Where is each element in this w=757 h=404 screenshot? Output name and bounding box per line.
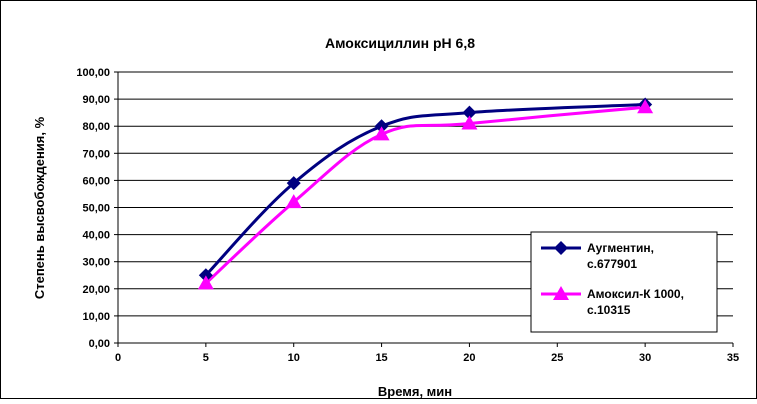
data-point-series-1	[286, 176, 301, 191]
data-point-series-2	[373, 126, 390, 141]
data-point-series-2	[461, 115, 478, 130]
legend-marker-1	[554, 241, 568, 255]
plot-area: 0,00 10,00 20,00 30,00 40,00 50,00 60,00 70,00 8…	[76, 67, 739, 364]
x-tick-label: 5	[203, 352, 209, 364]
x-tick-label: 10	[288, 352, 300, 364]
y-tick-label: 40,00	[82, 230, 110, 242]
y-tick-label: 50,00	[82, 203, 110, 215]
data-point-series-1	[198, 268, 213, 283]
data-point-series-2	[197, 275, 214, 290]
legend-label-2: Амоксил-К 1000, с.10315	[587, 287, 684, 317]
legend-label-1: Аугментин, с.677901	[587, 241, 654, 271]
data-point-series-2	[637, 99, 654, 114]
y-tick-label: 20,00	[82, 284, 110, 296]
x-tick-label: 35	[727, 352, 739, 364]
y-tick-label: 10,00	[82, 311, 110, 323]
y-tick-label: 90,00	[82, 94, 110, 106]
legend: Аугментин, с.677901 Амоксил-К 1000, с.10315	[530, 231, 718, 333]
chart-title: Амоксициллин рН 6,8	[325, 35, 475, 51]
data-point-series-1	[374, 119, 389, 134]
x-tick-label: 25	[551, 352, 563, 364]
x-axis-label: Время, мин	[378, 384, 452, 399]
y-tick-label: 0,00	[89, 338, 110, 350]
y-axis-label: Степень высвобождения, %	[32, 116, 47, 299]
y-tick-label: 60,00	[82, 175, 110, 187]
x-tick-label: 30	[639, 352, 651, 364]
y-tick-label: 80,00	[82, 121, 110, 133]
data-point-series-1	[462, 105, 477, 120]
y-tick-label: 30,00	[82, 257, 110, 269]
x-tick-label: 0	[115, 352, 121, 364]
data-point-series-2	[285, 194, 302, 209]
y-tick-label: 70,00	[82, 148, 110, 160]
y-tick-label: 100,00	[76, 67, 110, 79]
legend-marker-2	[553, 286, 569, 300]
x-tick-label: 15	[375, 352, 387, 364]
x-tick-label: 20	[463, 352, 475, 364]
